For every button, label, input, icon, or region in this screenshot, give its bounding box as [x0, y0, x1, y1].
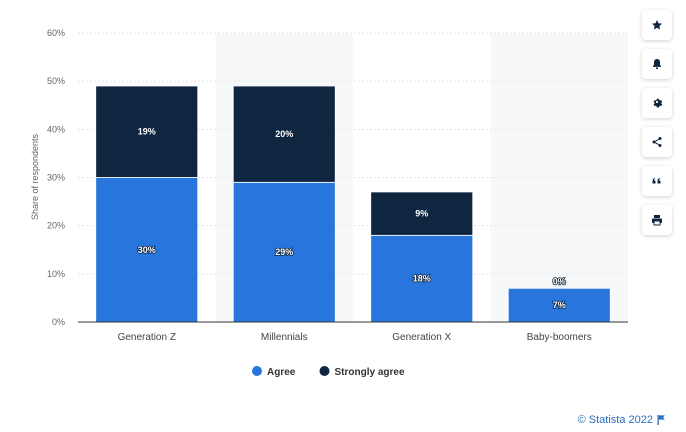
legend[interactable]: Agree Strongly agree [252, 366, 405, 378]
print-button[interactable] [642, 205, 672, 235]
y-tick-label: 60% [47, 28, 65, 38]
favorite-button[interactable] [642, 10, 672, 40]
y-tick-label: 10% [47, 269, 65, 279]
y-tick-label: 40% [47, 124, 65, 134]
data-label: 7% [553, 300, 566, 310]
flag-icon [657, 415, 665, 425]
bar-strongly-agree [232, 85, 336, 183]
bars [95, 85, 611, 323]
x-tick-label: Baby-boomers [527, 332, 592, 343]
data-label: 30% [138, 245, 156, 255]
legend-marker [252, 366, 262, 376]
axes: 0% 10% 20% 30% 40% 50% 60% Generation Z Millenni… [47, 28, 628, 343]
data-label: 19% [138, 127, 156, 137]
bar-strongly-agree [370, 191, 474, 236]
notification-button[interactable] [642, 49, 672, 79]
y-tick-label: 0% [52, 317, 65, 327]
data-label: 9% [415, 209, 428, 219]
printer-icon [652, 215, 662, 226]
share-button[interactable] [642, 127, 672, 157]
credit-text: © Statista 2022 [577, 414, 653, 426]
x-tick-label: Generation X [392, 332, 451, 343]
toolbar [642, 10, 672, 235]
gear-icon [653, 98, 663, 108]
x-tick-label: Generation Z [118, 332, 176, 343]
bell-icon [653, 59, 661, 70]
legend-item: Agree [267, 367, 296, 378]
legend-item: Strongly agree [335, 367, 405, 378]
settings-button[interactable] [642, 88, 672, 118]
legend-marker [319, 366, 330, 376]
data-label: 29% [275, 247, 293, 257]
statista-credit[interactable]: © Statista 2022 [578, 414, 666, 426]
y-axis-title: Share of respondents [30, 133, 40, 220]
star-icon [652, 20, 662, 30]
y-tick-label: 20% [47, 221, 65, 231]
bar-agree [370, 234, 474, 323]
x-tick-label: Millennials [261, 332, 308, 343]
bar-strongly-agree [95, 85, 199, 178]
data-label: 20% [275, 129, 293, 139]
data-label: 18% [413, 274, 431, 284]
bar-agree [507, 287, 611, 323]
data-labels: 30% 19% 29% 20% 18% 9% 7% 0% [137, 126, 567, 311]
quote-icon [652, 178, 661, 184]
y-tick-label: 30% [47, 173, 65, 183]
y-tick-label: 50% [47, 76, 65, 86]
bar-agree [232, 181, 336, 323]
cite-button[interactable] [642, 166, 672, 196]
share-icon [652, 137, 662, 147]
data-label: 0% [553, 276, 566, 286]
